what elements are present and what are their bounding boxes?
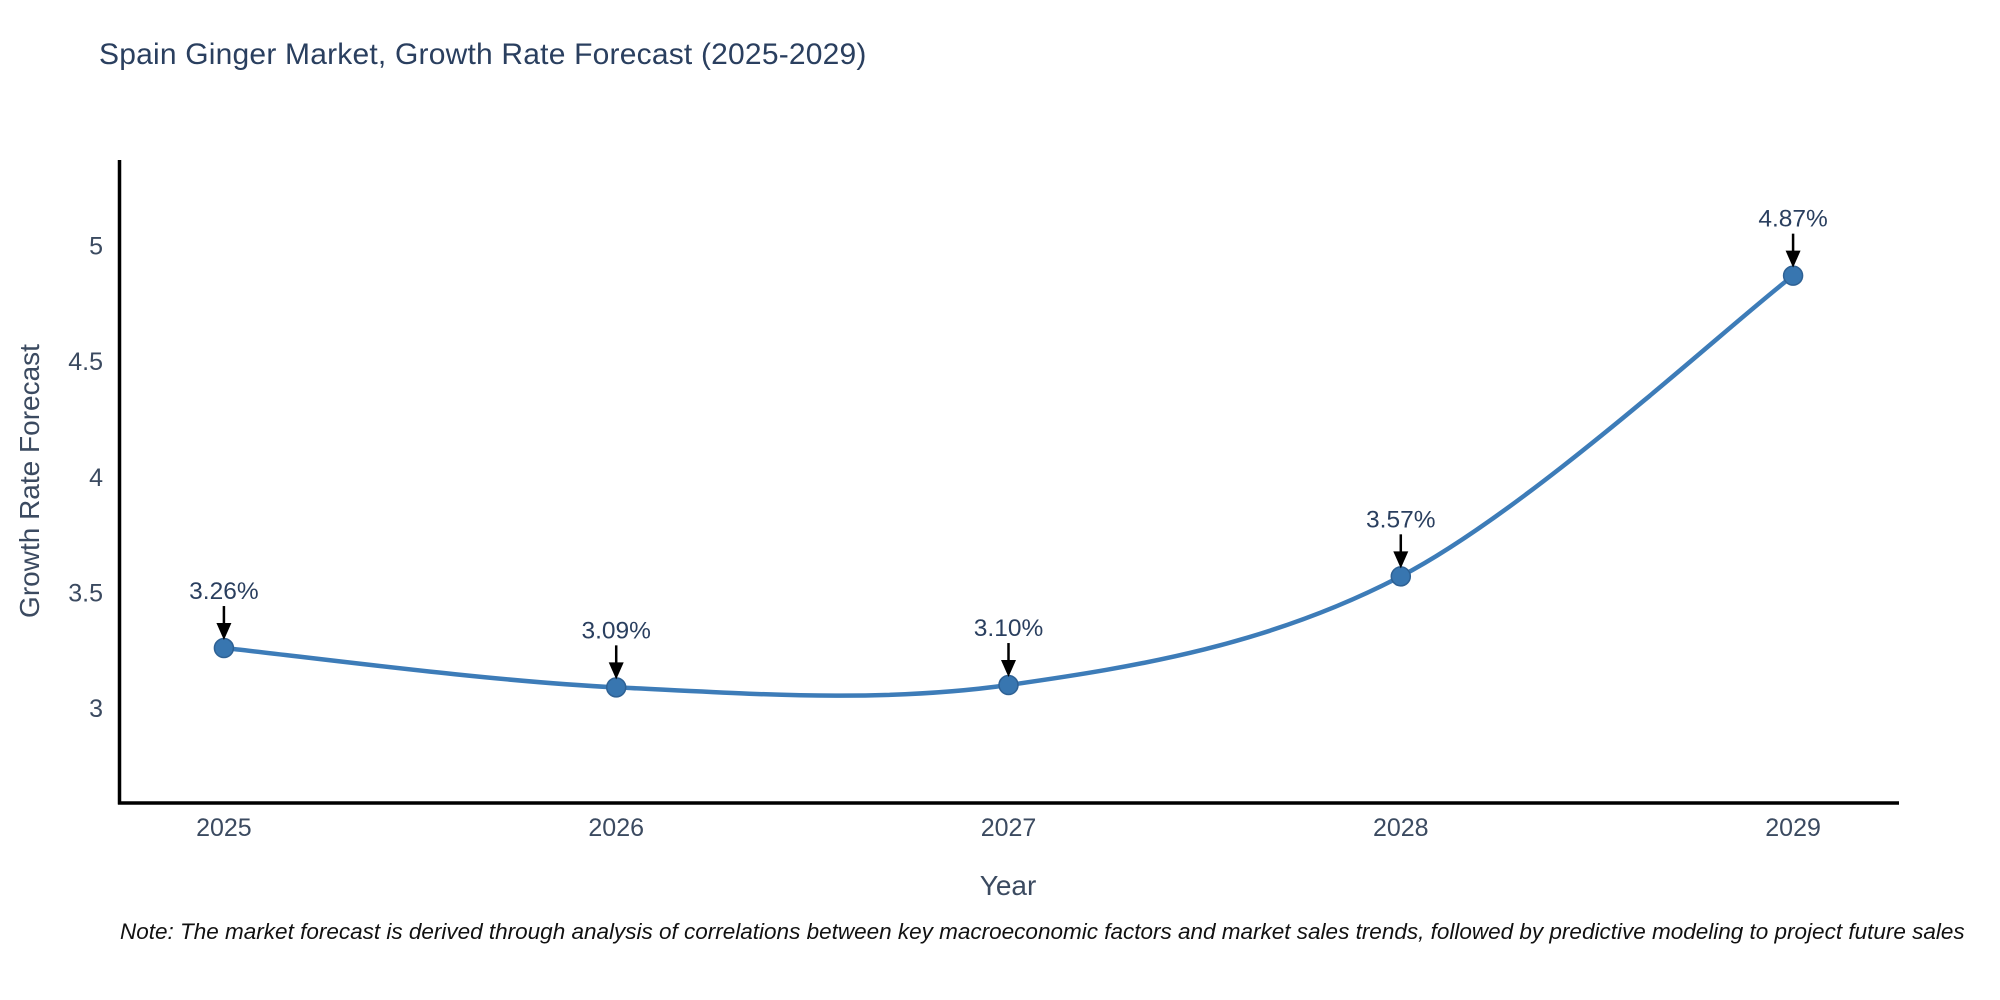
- x-tick-label: 2028: [1373, 814, 1429, 842]
- data-point-label: 3.26%: [189, 578, 258, 605]
- chart-title: Spain Ginger Market, Growth Rate Forecas…: [99, 38, 867, 71]
- y-tick-label: 5: [89, 233, 103, 261]
- y-tick-label: 4.5: [68, 348, 103, 376]
- annotation-arrowhead-icon: [608, 662, 624, 680]
- data-point-marker: [1390, 566, 1412, 587]
- data-point-label: 3.57%: [1366, 506, 1435, 533]
- annotation-arrowhead-icon: [1785, 250, 1801, 268]
- annotation-arrowhead-icon: [216, 623, 232, 641]
- data-point-label: 4.87%: [1758, 206, 1827, 233]
- x-tick-label: 2025: [196, 814, 252, 842]
- y-tick-label: 4: [89, 464, 103, 492]
- data-point-label: 3.10%: [974, 615, 1043, 642]
- annotation-arrowhead-icon: [1393, 551, 1409, 569]
- y-tick-label: 3: [89, 695, 103, 723]
- data-point-label: 3.09%: [581, 617, 650, 644]
- data-point-marker: [998, 674, 1019, 696]
- data-point-marker: [605, 677, 627, 698]
- data-point-marker: [1782, 265, 1804, 286]
- y-tick-label: 3.5: [68, 580, 103, 608]
- forecast-line: [221, 273, 1796, 698]
- x-tick-label: 2026: [588, 814, 644, 842]
- x-tick-label: 2027: [981, 814, 1037, 842]
- chart-footnote: Note: The market forecast is derived thr…: [120, 919, 1965, 944]
- x-axis-title: Year: [979, 870, 1037, 901]
- annotation-arrowhead-icon: [1001, 660, 1016, 678]
- data-point-marker: [213, 637, 235, 659]
- x-tick-label: 2029: [1765, 814, 1821, 842]
